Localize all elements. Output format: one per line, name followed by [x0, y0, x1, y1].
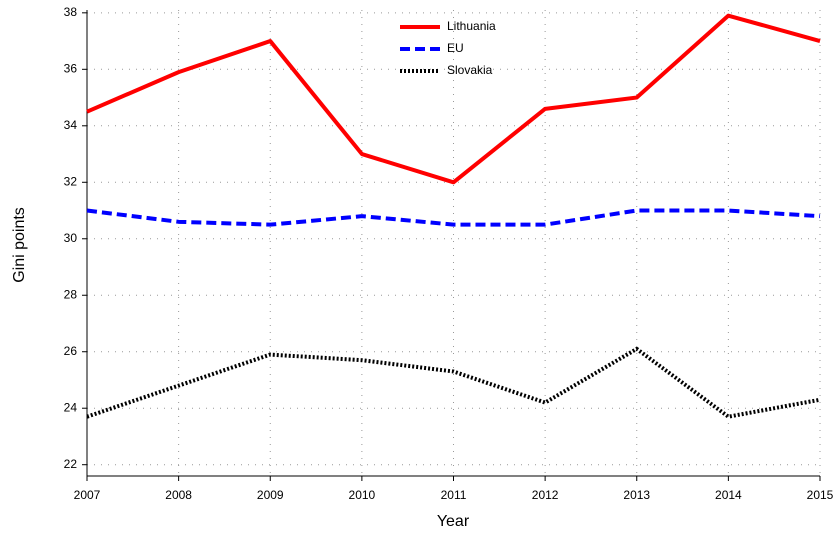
x-tick-label: 2008 — [165, 488, 192, 502]
x-tick-label: 2012 — [532, 488, 559, 502]
legend-label: Lithuania — [447, 19, 496, 33]
y-tick-label: 26 — [64, 344, 78, 358]
x-tick-label: 2013 — [623, 488, 650, 502]
x-tick-label: 2009 — [257, 488, 284, 502]
y-tick-label: 32 — [64, 174, 78, 188]
x-tick-label: 2015 — [807, 488, 834, 502]
y-tick-label: 36 — [64, 61, 78, 75]
y-tick-label: 28 — [64, 287, 78, 301]
y-tick-label: 30 — [64, 231, 78, 245]
legend-label: EU — [447, 41, 464, 55]
y-tick-label: 24 — [64, 400, 78, 414]
x-tick-label: 2014 — [715, 488, 742, 502]
series-line — [86, 346, 821, 419]
legend-label: Slovakia — [447, 63, 493, 77]
x-tick-label: 2011 — [441, 488, 467, 502]
y-tick-label: 38 — [64, 5, 78, 19]
series-line — [86, 208, 821, 227]
y-tick-label: 22 — [64, 457, 78, 471]
y-tick-label: 34 — [64, 118, 78, 132]
x-axis-label: Year — [437, 513, 470, 530]
x-tick-label: 2010 — [349, 488, 376, 502]
y-axis-label: Gini points — [11, 207, 28, 283]
x-tick-label: 2007 — [74, 488, 101, 502]
series-line — [86, 13, 821, 185]
